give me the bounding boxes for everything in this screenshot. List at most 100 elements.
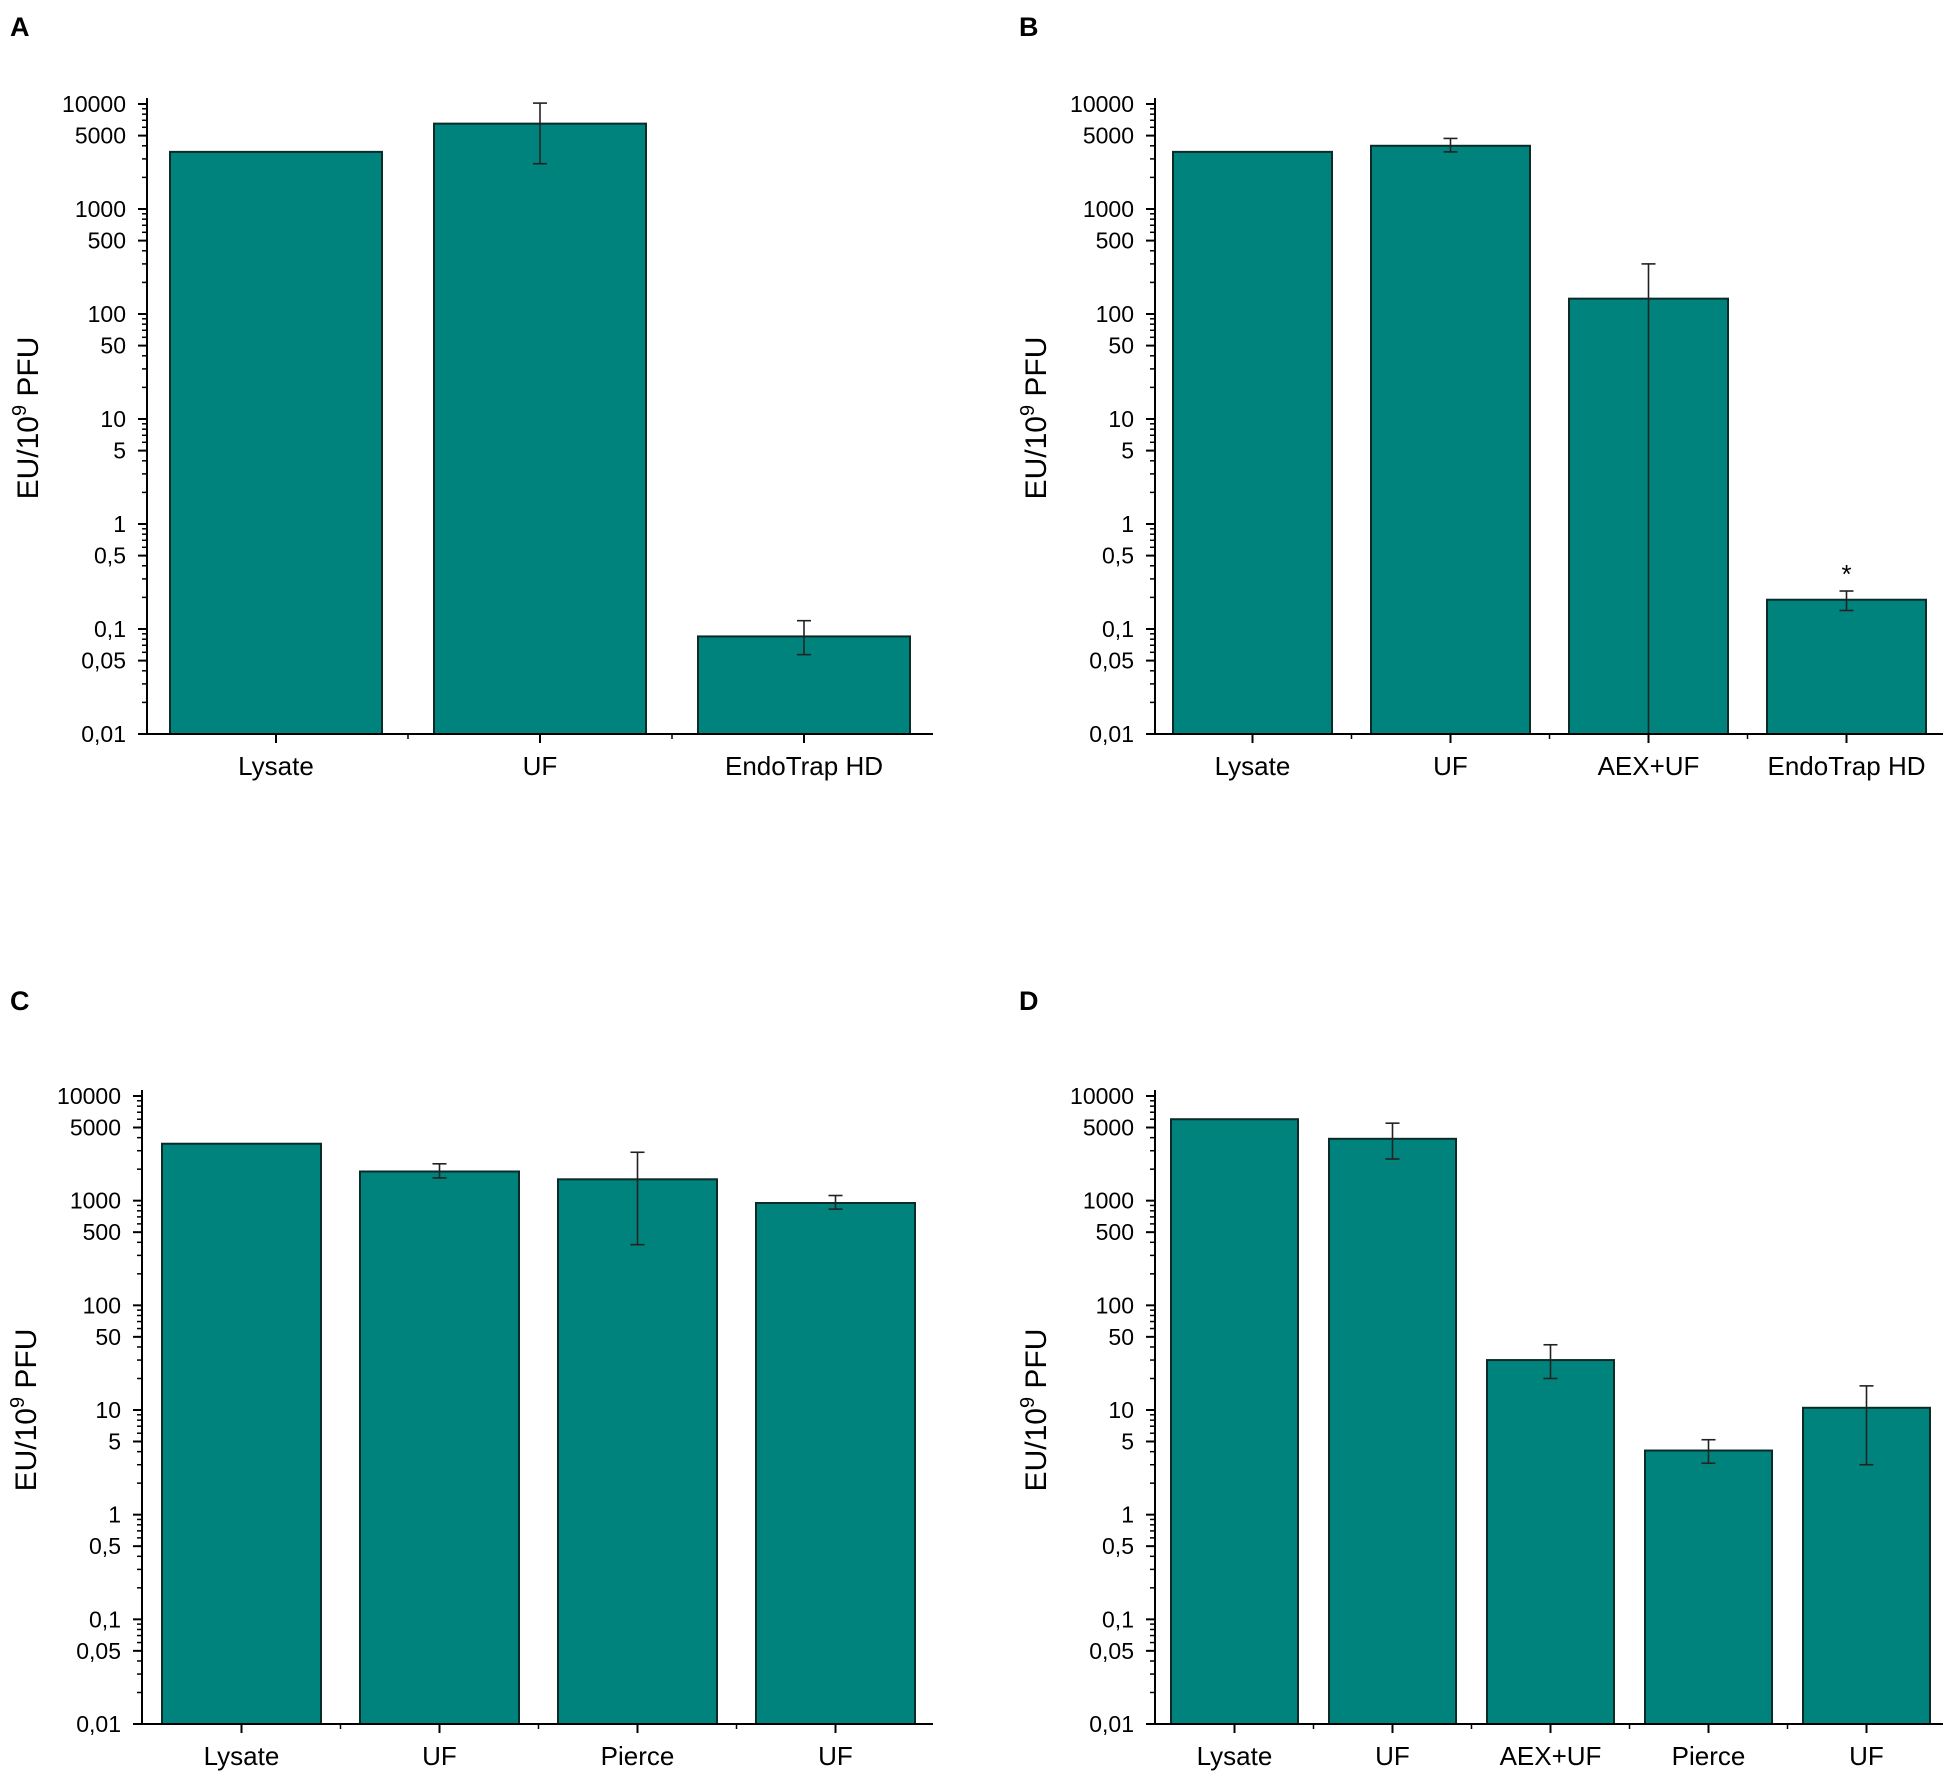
bar [161,1142,322,1725]
error-bar [1701,1438,1716,1465]
y-tick-label: 5000 [70,1115,121,1141]
x-tick-label: UF [1375,1741,1410,1771]
bar [1486,1359,1615,1725]
y-tick-label: 10000 [1070,91,1134,117]
y-tick-label: 50 [1108,1324,1134,1350]
y-tick-label: 5 [113,438,126,464]
bar [557,1178,718,1725]
panel-a: A 0,01 0,05 0,1 0,5 1 5 10 50 100 500 1000 5000 10000… [9,12,933,781]
y-tick-label: 0,5 [1102,543,1134,569]
y-tick-label: 10000 [1070,1083,1134,1109]
y-axis-title: EU/109 PFU [7,1329,43,1492]
y-axis-title-main: EU/10 [1020,1408,1053,1491]
error-bar [1543,1343,1558,1380]
y-tick-label: 100 [88,301,126,327]
y-tick-label: 500 [1096,1219,1134,1245]
panel-label: C [10,986,30,1016]
bar [169,150,383,735]
y-tick-label: 0,5 [89,1533,121,1559]
y-axis-title-end: PFU [1020,337,1053,405]
y-tick-label: 10000 [62,91,126,117]
x-tick-label: Lysate [204,1741,280,1771]
y-tick-label: 5000 [1083,123,1134,149]
error-bar [533,102,547,165]
error-bar [432,1163,447,1179]
y-tick-label: 500 [88,228,126,254]
bar [433,122,647,735]
panel-b: B * 0,01 0,05 0,1 0,5 1 5 10 50 100 500 1000 5000 1000… [1017,12,1943,781]
error-bar [1859,1385,1874,1466]
x-tick-label: UF [818,1741,853,1771]
x-tick-label: Lysate [1215,751,1291,781]
y-axis-title-end: PFU [12,337,45,405]
y-tick-label: 0,05 [76,1638,121,1664]
error-bar [828,1194,843,1210]
x-tick-label: UF [1433,751,1468,781]
y-tick-label: 500 [1096,228,1134,254]
error-bar [1385,1122,1400,1160]
x-tick-label: AEX+UF [1500,1741,1602,1771]
y-tick-label: 0,01 [81,721,126,747]
error-bar [1443,137,1458,153]
y-axis-title-sup: 9 [7,1397,29,1408]
y-tick-label: 100 [83,1292,121,1318]
y-tick-label: 1000 [75,196,126,222]
bar [1172,150,1333,735]
x-tick-label: AEX+UF [1598,751,1700,781]
y-tick-label: 0,05 [81,648,126,674]
y-axis-title-main: EU/10 [1020,416,1053,499]
y-axis-title-sup: 9 [1017,405,1039,416]
bar [1644,1449,1773,1725]
y-axis-title-end: PFU [10,1329,43,1397]
y-tick-label: 1000 [70,1188,121,1214]
y-tick-label: 0,1 [89,1606,121,1632]
error-bar [1839,590,1854,612]
y-tick-label: 1000 [1083,196,1134,222]
panel-d: D 0,01 0,05 0,1 0,5 1 5 10 50 100 500 1000 5000 10000… [1017,986,1943,1771]
y-tick-label: 50 [95,1324,121,1350]
y-tick-label: 0,05 [1089,1638,1134,1664]
x-tick-label: UF [422,1741,457,1771]
bar [1370,144,1531,736]
panel-label: B [1019,12,1039,42]
error-bar [797,619,811,656]
y-tick-label: 1 [113,511,126,537]
bar [755,1201,916,1725]
x-tick-label: EndoTrap HD [725,751,883,781]
y-tick-label: 0,01 [76,1711,121,1737]
y-axis-title-end: PFU [1020,1329,1053,1397]
bar [359,1170,520,1725]
y-tick-label: 500 [83,1219,121,1245]
y-tick-label: 5000 [75,123,126,149]
y-axis-title: EU/109 PFU [1017,337,1053,500]
y-tick-label: 0,1 [1102,616,1134,642]
y-tick-label: 10 [100,406,126,432]
bar [1170,1118,1299,1726]
y-tick-label: 10 [1108,1397,1134,1423]
y-tick-label: 1 [1121,1502,1134,1528]
y-tick-label: 0,5 [1102,1533,1134,1559]
x-tick-label: EndoTrap HD [1768,751,1926,781]
y-tick-label: 0,5 [94,543,126,569]
panel-label: A [10,12,30,42]
y-tick-label: 1 [108,1502,121,1528]
bar [1328,1137,1457,1725]
y-tick-label: 5 [1121,438,1134,464]
significance-marker: * [1841,559,1851,589]
y-axis-title-sup: 9 [9,405,31,416]
y-tick-label: 10 [1108,406,1134,432]
x-tick-label: Lysate [238,751,314,781]
y-tick-label: 50 [100,333,126,359]
y-tick-label: 1 [1121,511,1134,537]
y-tick-label: 10000 [57,1083,121,1109]
x-tick-label: Pierce [601,1741,675,1771]
x-tick-label: UF [1849,1741,1884,1771]
y-axis-title: EU/109 PFU [1017,1329,1053,1492]
x-tick-label: UF [523,751,558,781]
y-tick-label: 0,05 [1089,648,1134,674]
y-tick-label: 1000 [1083,1188,1134,1214]
y-tick-label: 10 [95,1397,121,1423]
y-axis-title-main: EU/10 [10,1408,43,1491]
y-tick-label: 0,01 [1089,721,1134,747]
